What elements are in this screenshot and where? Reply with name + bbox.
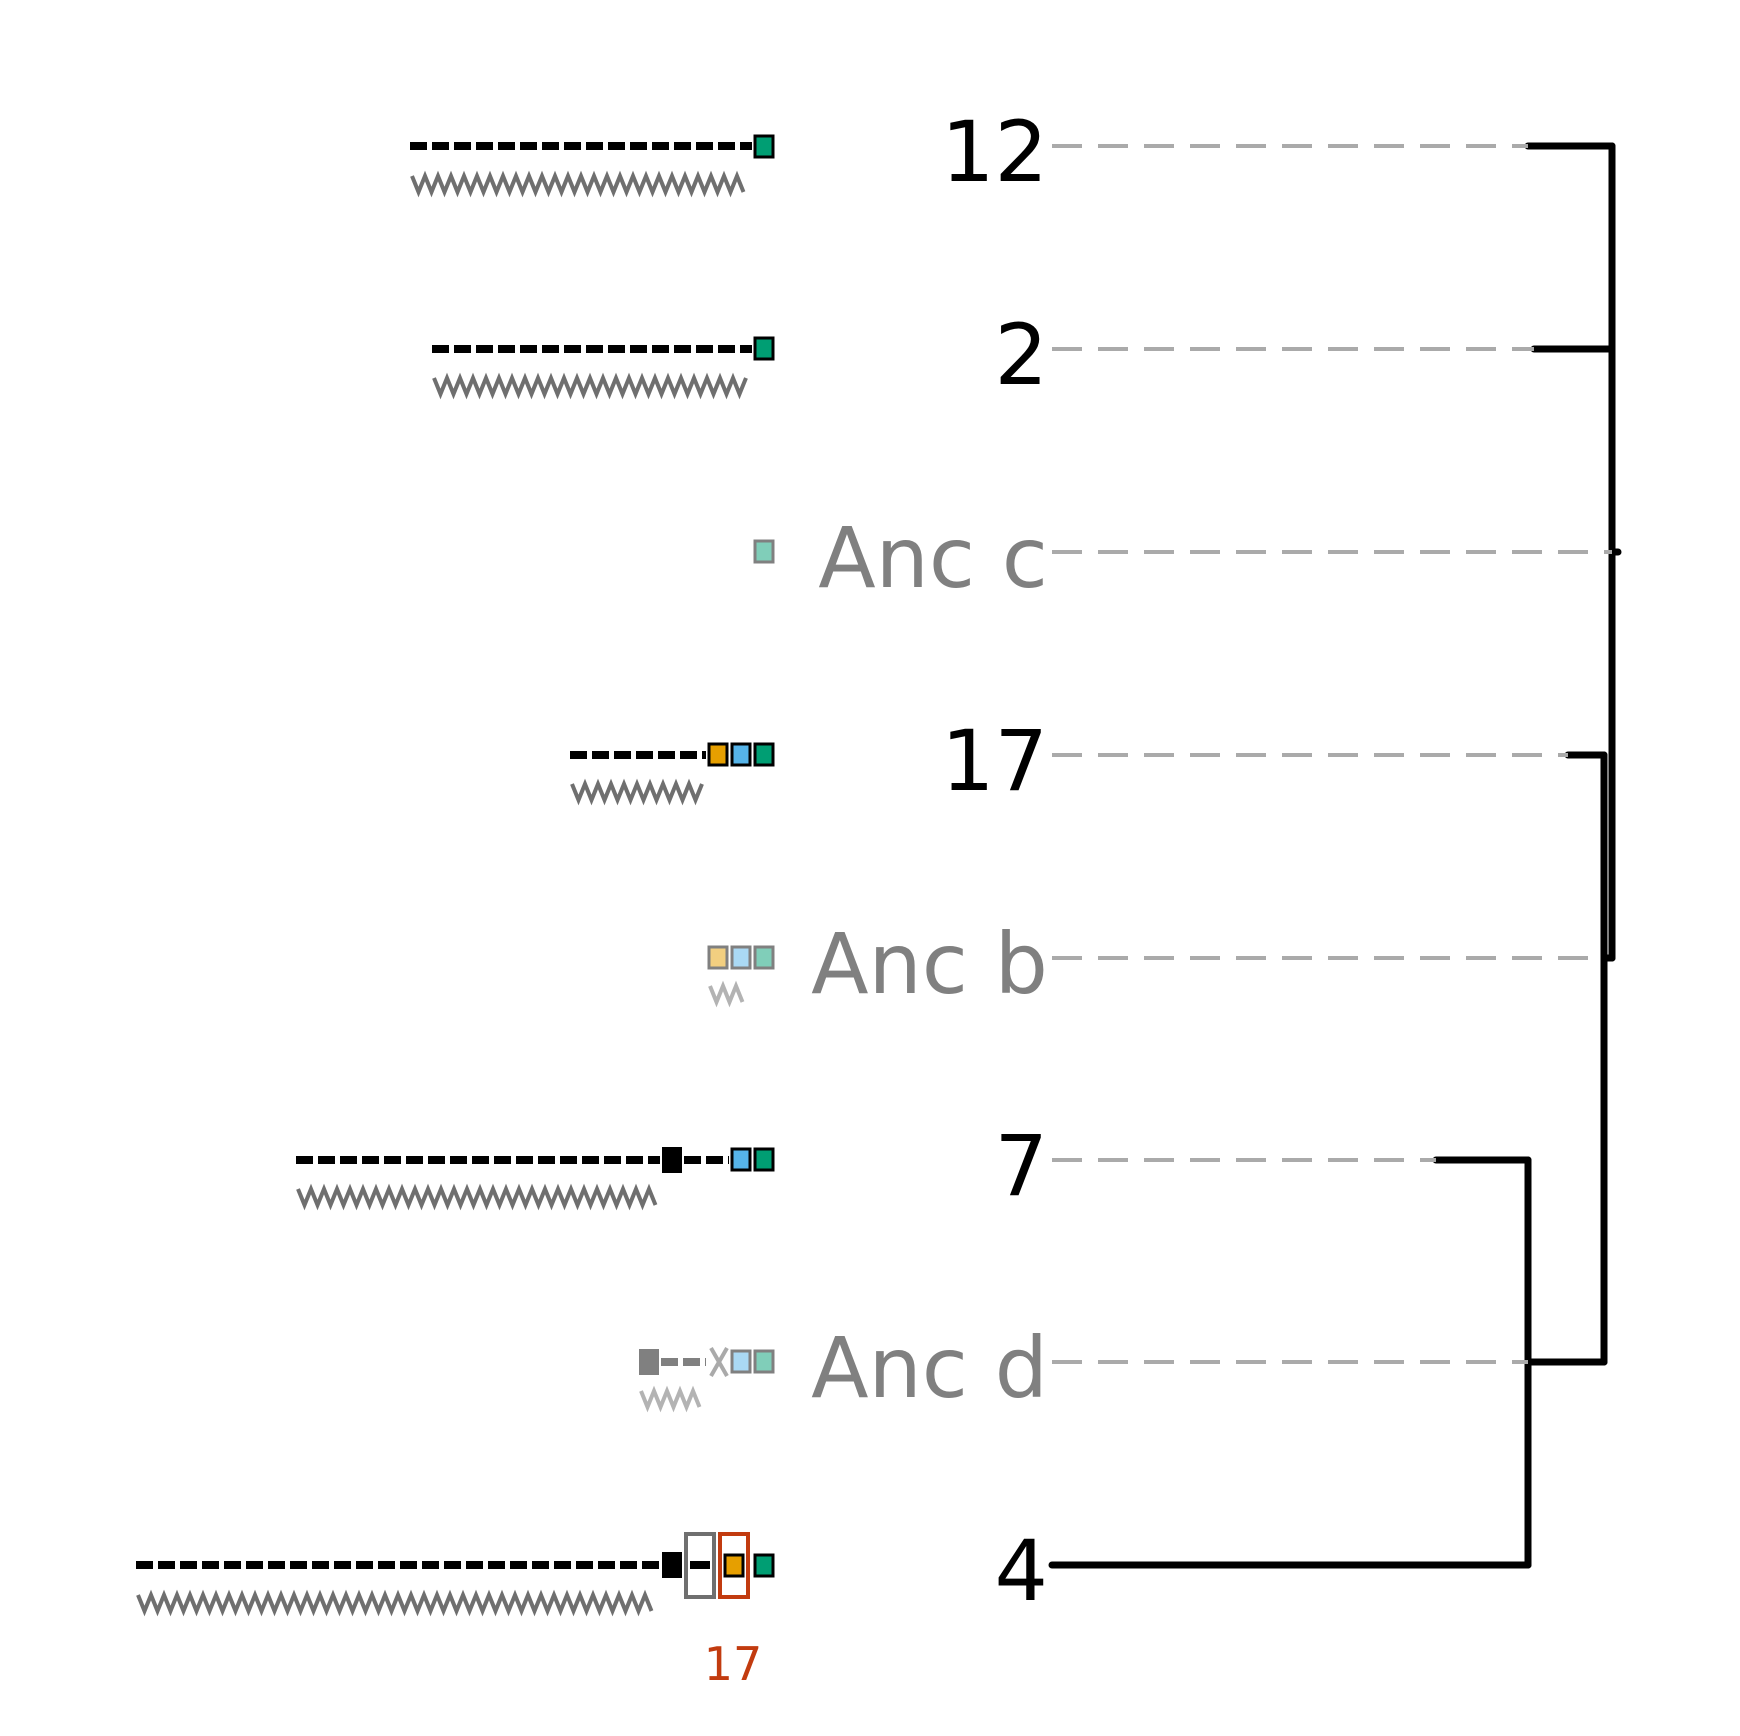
gene-track-anc-d — [639, 1347, 775, 1413]
gene-box-orange — [723, 1553, 745, 1578]
gene-box-green-light — [753, 1349, 775, 1374]
gene-box-green — [753, 742, 775, 767]
gene-box-green-light — [753, 945, 775, 970]
gene-track-4: 17 — [136, 1532, 775, 1691]
label-4: 4 — [995, 1522, 1048, 1620]
gene-box-green — [753, 1147, 775, 1172]
gene-track-7 — [296, 1147, 775, 1211]
gene-track-17 — [570, 742, 775, 806]
gene-block-grey — [639, 1349, 659, 1375]
tree-branches — [1048, 142, 1622, 1569]
gene-box-orange — [707, 742, 729, 767]
gene-box-blue-light — [730, 945, 752, 970]
gene-box-orange-light — [707, 945, 729, 970]
gene-box-green — [753, 134, 775, 159]
zigzag-line — [639, 1385, 702, 1413]
zigzag-line — [410, 170, 746, 198]
loss-cross-icon — [709, 1347, 729, 1377]
label-2: 2 — [995, 306, 1048, 404]
gene-track-anc-b — [707, 945, 775, 1008]
gene-box-blue-light — [730, 1349, 752, 1374]
label-12: 12 — [941, 103, 1048, 201]
zigzag-line — [296, 1183, 658, 1211]
label-anc-b: Anc b — [811, 915, 1048, 1013]
zigzag-line — [432, 372, 748, 400]
gene-track-2 — [432, 336, 775, 400]
label-anc-c: Anc c — [818, 509, 1048, 607]
gene-box-blue — [730, 1147, 752, 1172]
gene-block-black — [662, 1552, 682, 1578]
label-anc-d: Anc d — [811, 1319, 1048, 1417]
label-17: 17 — [941, 712, 1048, 810]
zigzag-line — [708, 980, 745, 1008]
zigzag-line — [570, 778, 704, 806]
label-7: 7 — [995, 1117, 1048, 1215]
gene-track-12 — [410, 134, 775, 198]
gene-box-green — [753, 336, 775, 361]
gene-box-green-light — [753, 539, 775, 564]
gene-track-anc-c — [753, 539, 775, 564]
gene-box-green — [753, 1553, 775, 1578]
zigzag-line — [136, 1589, 654, 1617]
gene-box-blue — [730, 742, 752, 767]
node-labels: 12 2 Anc c 17 Anc b 7 Anc d 4 — [811, 103, 1048, 1620]
guide-lines — [1052, 144, 1612, 1364]
highlight-label: 17 — [704, 1637, 763, 1691]
gene-block-black — [662, 1147, 682, 1173]
